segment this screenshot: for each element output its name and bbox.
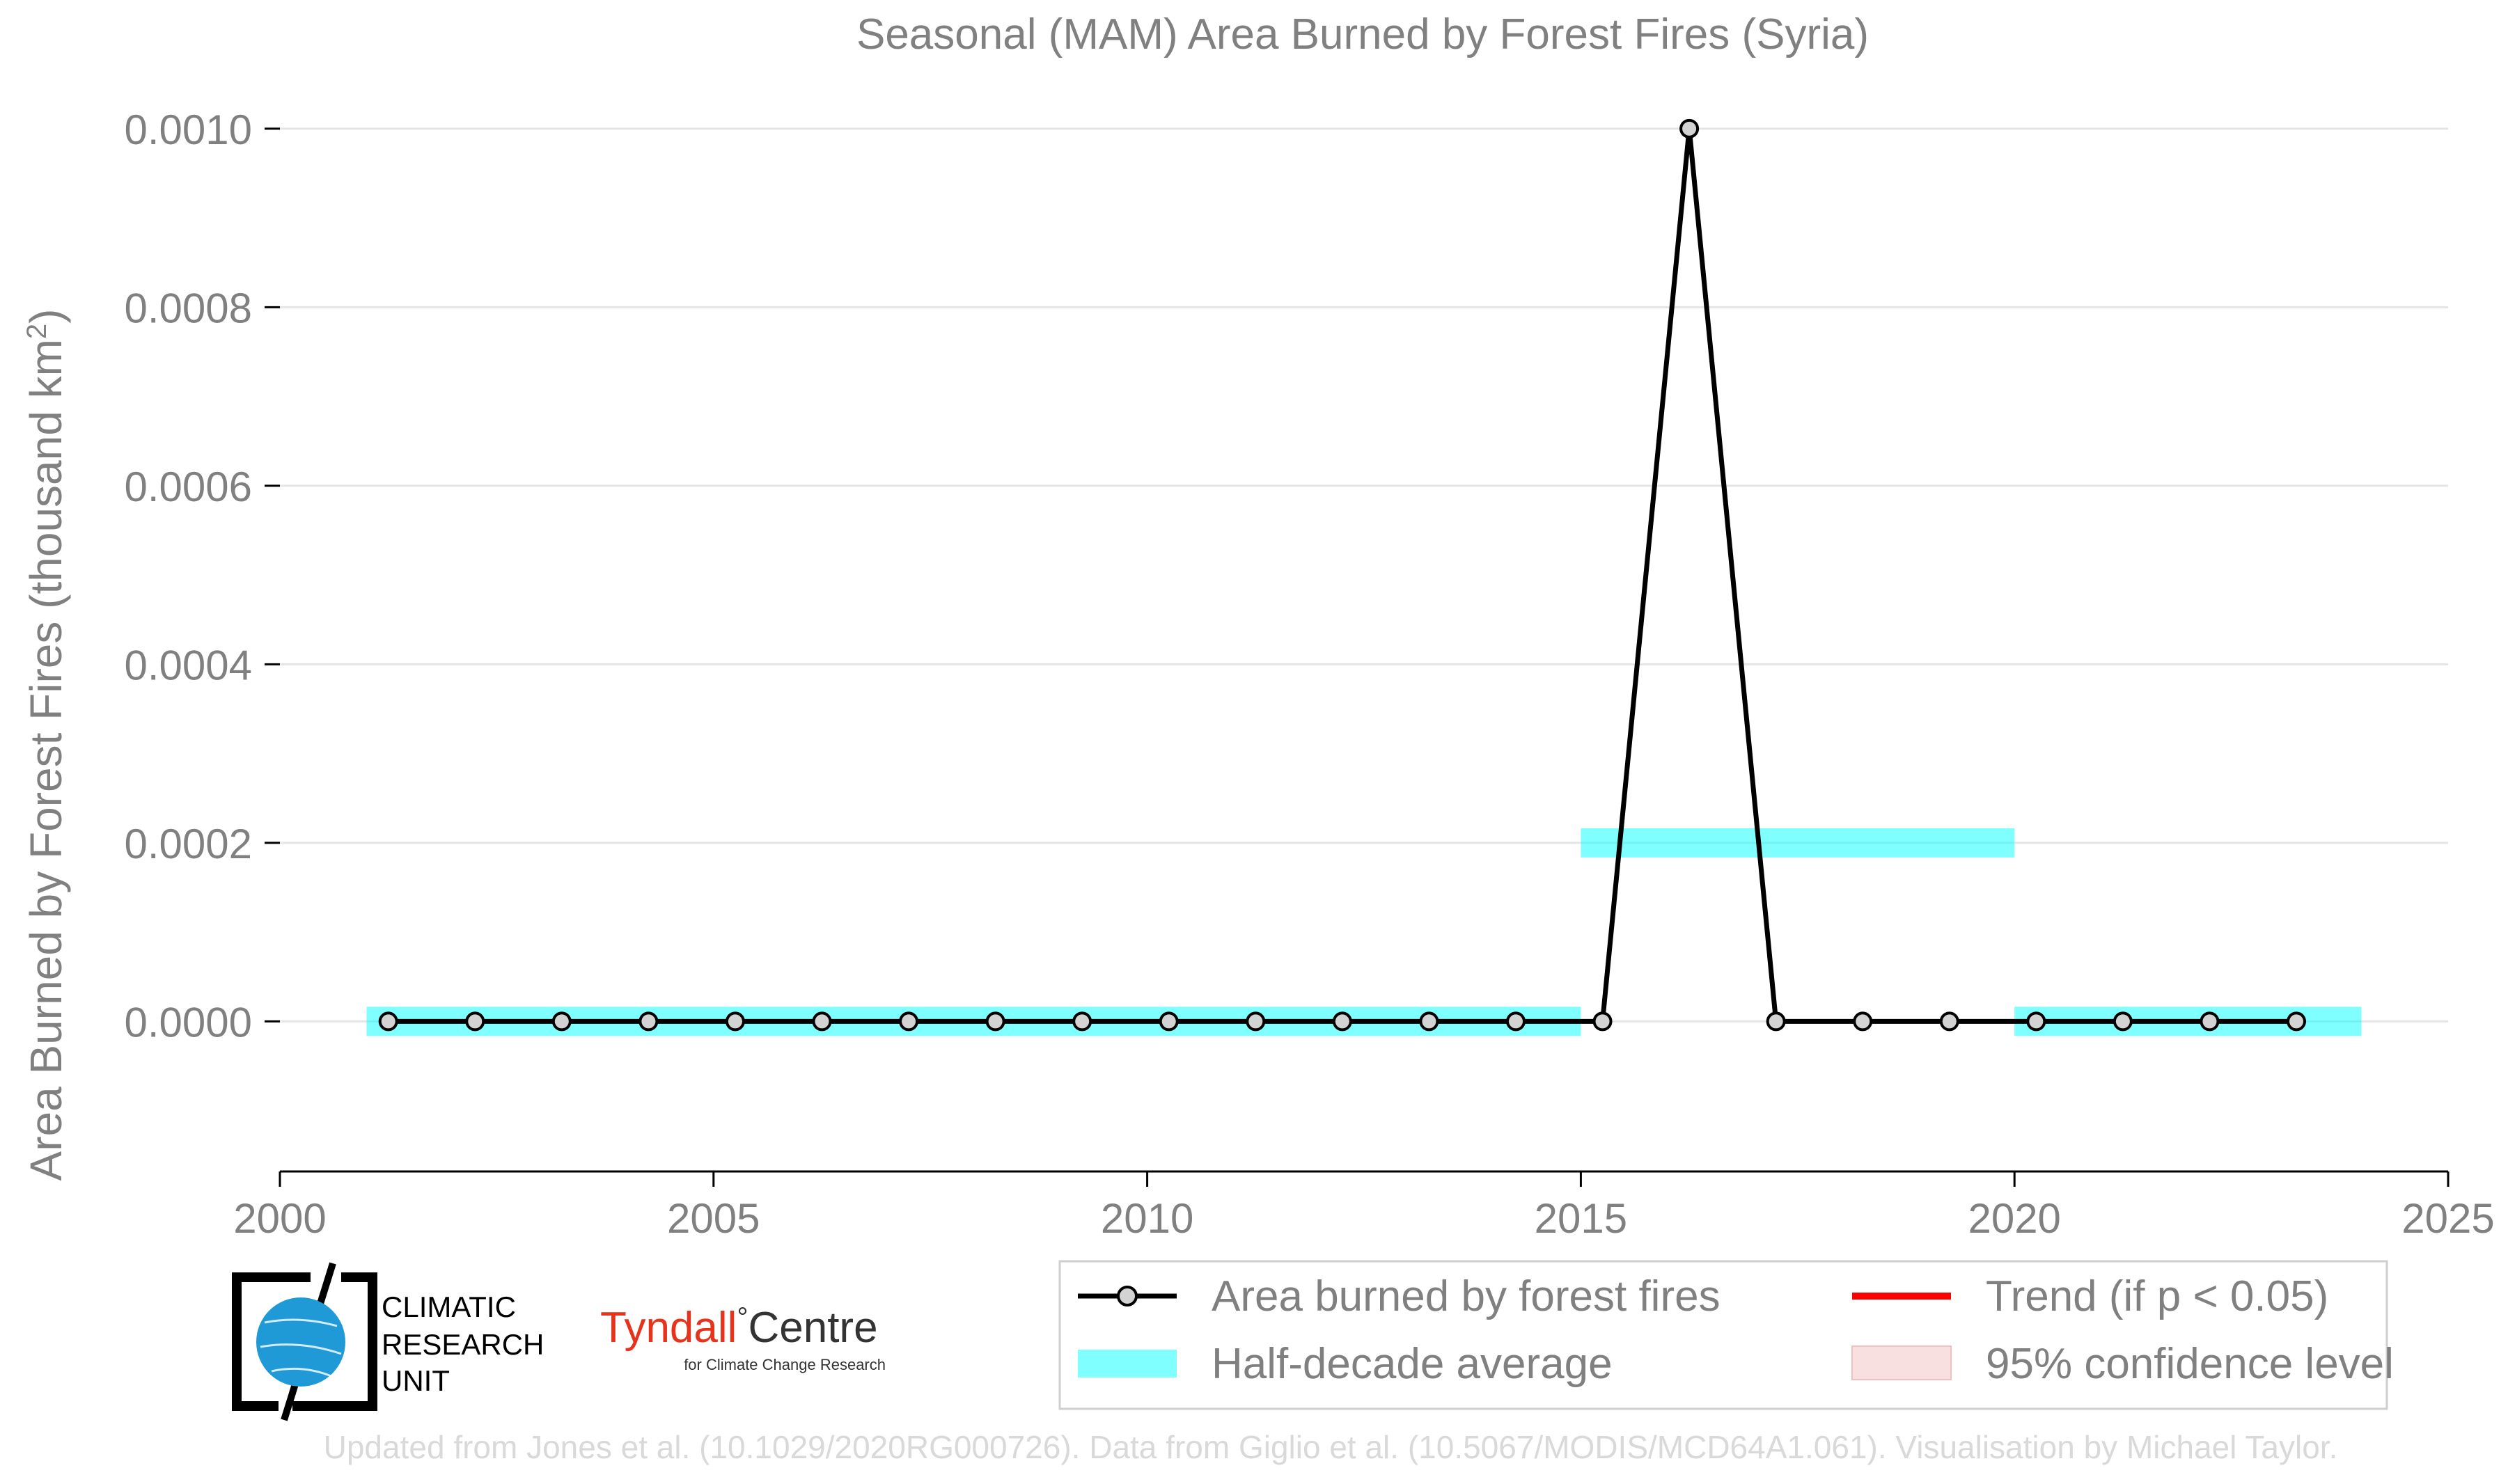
series-line [388, 128, 2297, 1024]
y-tick-label: 0.0002 [124, 821, 252, 867]
half-decade-bands [366, 828, 2362, 1036]
axes: 0.0000 0.0002 0.0004 0.0006 0.0008 0.0010 2000… [124, 106, 2494, 1242]
y-axis-label-sup: 2 [22, 324, 52, 339]
x-tick-label: 2020 [1968, 1195, 2060, 1242]
y-tick-label: 0.0000 [124, 999, 252, 1045]
data-point [1419, 1011, 1439, 1032]
y-tick-label: 0.0006 [124, 464, 252, 510]
cru-logo-line2: RESEARCH [382, 1328, 544, 1361]
data-point [2200, 1011, 2220, 1032]
legend-half-decade-sample [1078, 1350, 1177, 1378]
legend-marker-sample [1117, 1286, 1138, 1307]
x-tick-label: 2000 [233, 1195, 326, 1242]
cru-logo: CLIMATIC RESEARCH UNIT [232, 1262, 544, 1421]
chart-title: Seasonal (MAM) Area Burned by Forest Fir… [856, 10, 1869, 58]
cru-logo-line1: CLIMATIC [382, 1290, 516, 1323]
data-point [1853, 1011, 1873, 1032]
data-point [2287, 1011, 2307, 1032]
legend-box [1058, 1260, 2388, 1410]
data-point [725, 1011, 745, 1032]
y-tick-label: 0.0004 [124, 642, 252, 688]
cru-logo-line3: UNIT [382, 1364, 450, 1397]
tyndall-logo: Tyndall°Centre for Climate Change Resear… [600, 1302, 886, 1373]
data-point [638, 1011, 659, 1032]
gridlines [280, 127, 2448, 1023]
data-point [1505, 1011, 1526, 1032]
data-point [2113, 1011, 2133, 1032]
data-series [378, 118, 2307, 1032]
data-point [1592, 1011, 1613, 1032]
x-tick-label: 2005 [667, 1195, 760, 1242]
data-point [1332, 1011, 1352, 1032]
data-point [378, 1011, 398, 1032]
cru-logo-bracket-left [232, 1272, 311, 1411]
tyndall-logo-main: Tyndall [600, 1304, 737, 1352]
tyndall-logo-degree: ° [737, 1302, 748, 1333]
data-point [1072, 1011, 1092, 1032]
data-point [1766, 1011, 1786, 1032]
data-point [985, 1011, 1005, 1032]
x-tick-label: 2015 [1535, 1195, 1627, 1242]
x-tick-label: 2010 [1101, 1195, 1193, 1242]
x-tick-label: 2025 [2401, 1195, 2494, 1242]
y-axis-label-close: ) [21, 309, 71, 324]
tyndall-logo-title: Tyndall°Centre [600, 1302, 878, 1352]
data-point [1679, 118, 1700, 139]
tyndall-logo-centre: Centre [748, 1304, 877, 1352]
data-point [812, 1011, 832, 1032]
globe-icon-lines [260, 1318, 342, 1378]
data-point [1246, 1011, 1266, 1032]
data-point [899, 1011, 919, 1032]
y-tick-label: 0.0010 [124, 106, 252, 153]
y-axis-label-main: Area Burned by Forest Fires (thousand km [21, 339, 71, 1181]
half-decade-band [1581, 828, 2015, 858]
data-point [1159, 1011, 1179, 1032]
globe-icon [256, 1297, 345, 1387]
data-point [551, 1011, 572, 1032]
tyndall-logo-sub: for Climate Change Research [684, 1356, 886, 1373]
credit-text: Updated from Jones et al. (10.1029/2020R… [324, 1429, 2338, 1465]
data-point [465, 1011, 485, 1032]
legend-label-confidence: 95% confidence level [1986, 1340, 2394, 1388]
cru-logo-bracket-right [292, 1272, 377, 1411]
legend: Area burned by forest fires Trend (if p … [1058, 1260, 2394, 1410]
legend-label-trend: Trend (if p < 0.05) [1986, 1272, 2328, 1320]
data-point [2026, 1011, 2046, 1032]
legend-confidence-sample [1851, 1345, 1952, 1380]
legend-label-area-burned: Area burned by forest fires [1212, 1272, 1721, 1320]
legend-label-half-decade: Half-decade average [1212, 1340, 1613, 1388]
y-axis-label: Area Burned by Forest Fires (thousand km… [21, 309, 71, 1181]
y-tick-label: 0.0008 [124, 285, 252, 331]
data-point [1939, 1011, 1959, 1032]
